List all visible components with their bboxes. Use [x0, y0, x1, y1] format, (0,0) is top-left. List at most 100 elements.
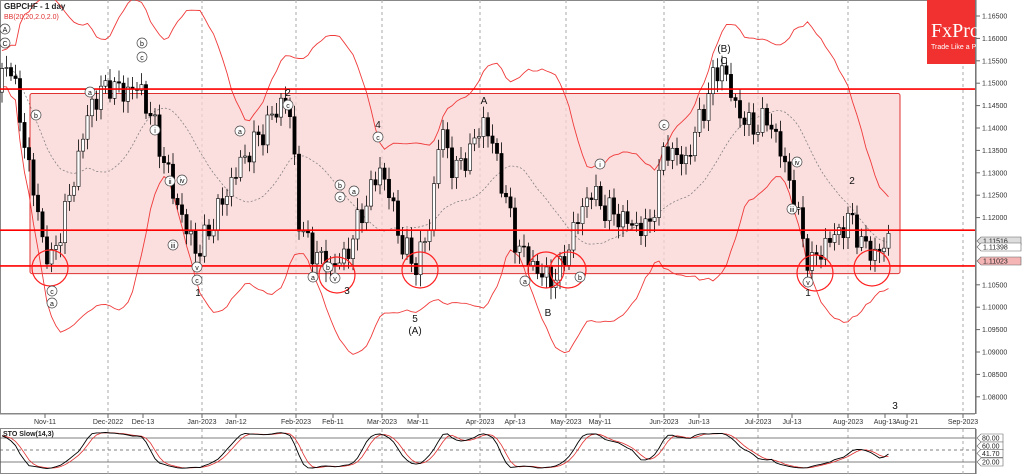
price-tag-label: 1.11023 [983, 259, 1008, 266]
wave-label-circle [164, 175, 176, 187]
bull-candle [265, 114, 270, 146]
bull-candle [580, 206, 585, 224]
bear-candle [220, 198, 225, 205]
bull-candle [351, 238, 355, 259]
x-tick-label: Jun-13 [688, 419, 710, 426]
wave-label: 3 [892, 401, 898, 412]
bear-candle [522, 245, 526, 248]
bear-candle [261, 134, 265, 146]
price-tag-label: 1.11516 [983, 239, 1008, 246]
logo-brand: FxPro [931, 20, 980, 42]
wave-label-circle [658, 119, 670, 131]
x-tick-label: Aug-21 [896, 419, 919, 426]
bull-candle [270, 113, 274, 116]
y-tick-label: 1.13000 [982, 170, 1007, 177]
wave-label-circle [786, 203, 798, 215]
bear-candle [144, 84, 148, 114]
wave-label: c [662, 123, 666, 130]
stoch-tick-label: 20.00 [982, 460, 1000, 467]
bull-candle [531, 261, 535, 266]
bull-candle [364, 205, 369, 224]
bear-candle [499, 153, 504, 194]
bull-candle [54, 245, 58, 250]
wave-label: a [311, 275, 315, 282]
bull-candle [378, 167, 382, 186]
wave-label: c [338, 195, 342, 202]
bull-candle [243, 155, 247, 158]
wave-label: b [326, 265, 330, 272]
y-tick-label: 1.09500 [982, 327, 1007, 334]
bear-candle [387, 178, 391, 199]
bear-candle [495, 143, 499, 154]
stoch-d-line [1, 432, 889, 469]
bull-candle [873, 248, 877, 261]
bear-candle [675, 147, 679, 156]
x-tick-label: Apr-13 [504, 419, 525, 426]
bear-candle [805, 238, 810, 271]
bull-candle [670, 147, 675, 161]
stoch-tag [976, 449, 1004, 458]
bull-candle [405, 237, 409, 255]
bull-candle [886, 233, 891, 249]
bear-candle [504, 192, 508, 198]
bollinger-lower [1, 85, 889, 355]
bear-candle [445, 129, 450, 149]
bull-candle [211, 230, 216, 237]
wave-label-circle [307, 271, 319, 283]
bull-candle [0, 68, 4, 93]
date-axis: Nov-11 Dec-2022 Dec-13 Jan-2023 Jan-12 Feb-20… [34, 414, 978, 426]
wave-label: 1 [805, 288, 811, 299]
bull-candle [544, 266, 549, 278]
y-tick-label: 1.15500 [982, 58, 1007, 65]
wave-label: iii [171, 243, 176, 250]
bear-candle [184, 214, 189, 235]
bull-candle [436, 149, 441, 184]
wave-label: 2 [849, 176, 855, 187]
x-tick-label: Jul-2023 [745, 419, 772, 426]
highlight-circle [401, 251, 439, 289]
bull-candle [153, 114, 157, 117]
y-tick-label: 1.09000 [982, 350, 1007, 357]
highlight-circle [318, 256, 356, 294]
bull-candle [139, 84, 144, 91]
bull-candle [711, 67, 715, 94]
bull-candle [90, 98, 94, 117]
wave-label: c [50, 289, 54, 296]
wave-label: a [88, 90, 92, 97]
wave-label-circle [574, 271, 586, 283]
x-tick-label: Aug-2023 [833, 419, 863, 426]
wave-label: b [140, 41, 144, 48]
wave-label-circle [30, 109, 42, 121]
indicator-label: BB(20,20,2.0,2.0) [4, 14, 59, 21]
bull-candle [423, 241, 427, 243]
bear-candle [414, 263, 418, 276]
bear-candle [841, 227, 846, 239]
bear-candle [450, 147, 454, 178]
wave-label: A [481, 96, 488, 107]
bear-candle [850, 213, 855, 216]
x-tick-label: Mar-2023 [367, 419, 397, 426]
bollinger-bands [1, 0, 889, 355]
bull-candle [216, 198, 220, 231]
bull-candle [796, 207, 801, 210]
wave-label-circle [802, 276, 814, 288]
x-tick-label: Jan-2023 [187, 419, 216, 426]
bull-candle [126, 86, 130, 102]
wave-label-circle [176, 174, 188, 186]
bear-candle [36, 194, 40, 213]
bear-candle [409, 237, 414, 264]
wave-label: 3 [344, 286, 350, 297]
wave-label: 1 [195, 288, 201, 299]
bull-candle [468, 143, 472, 171]
bear-candle [306, 230, 310, 234]
wave-label: 4 [375, 120, 381, 131]
bull-candle [837, 227, 841, 235]
y-tick-label: 1.13500 [982, 148, 1007, 155]
bear-candle [9, 67, 13, 77]
y-tick-label: 1.08500 [982, 372, 1007, 379]
wave-label: A [3, 27, 8, 34]
stoch-tag [976, 433, 1004, 443]
stoch-tick-label: 60.00 [982, 444, 1000, 451]
wave-label-circle [191, 274, 203, 286]
